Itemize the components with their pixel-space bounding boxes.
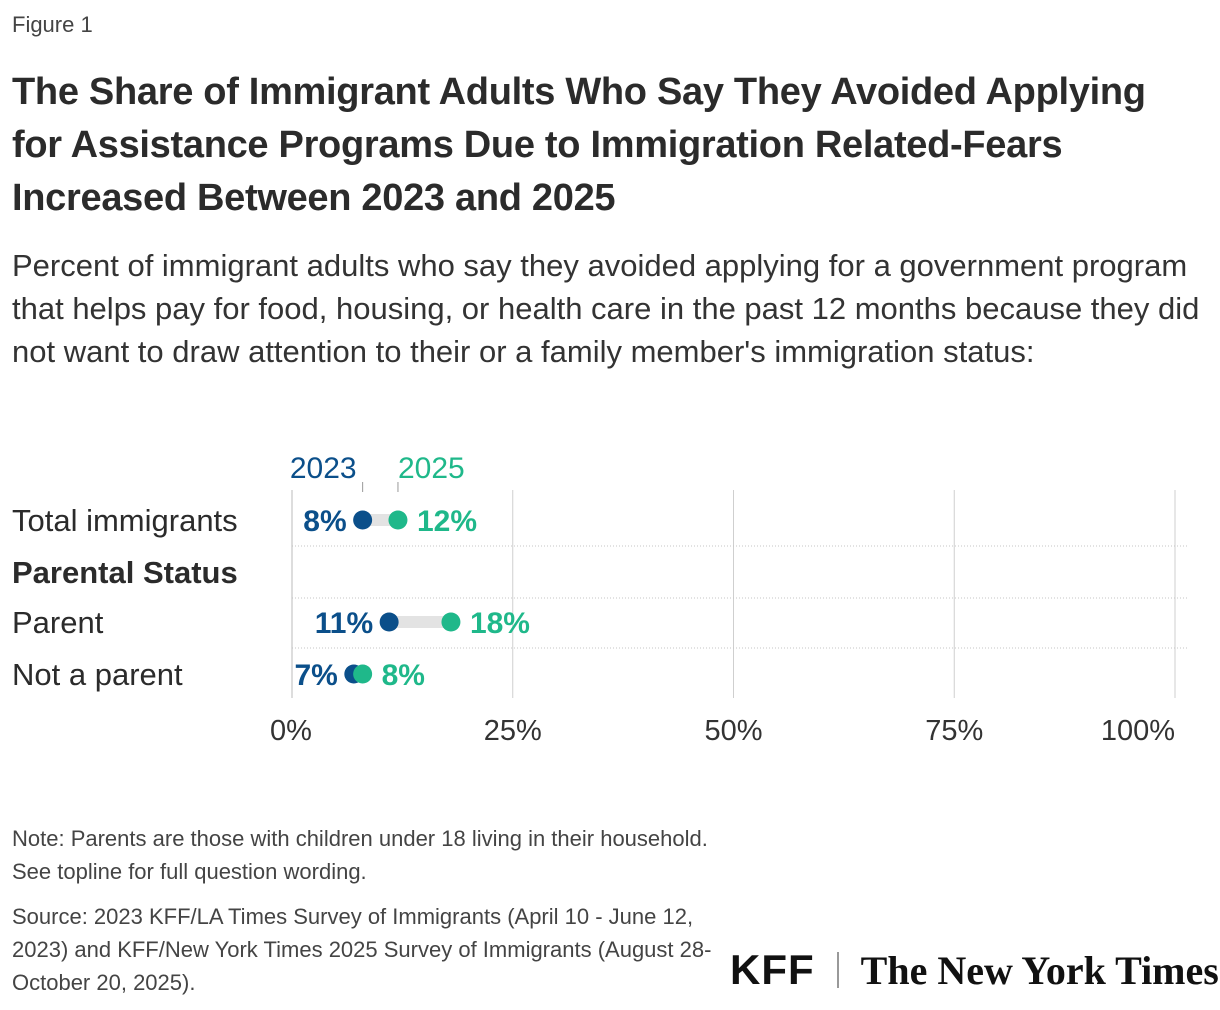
dot-2025 [388,510,408,530]
kff-logo: KFF [730,946,815,993]
data-label-2023: 7% [294,659,337,692]
dot-plot-chart: 0% 25% 50% 75% 100% 2023 2025 Total immigrants 8… [12,452,1187,747]
logo-divider [836,952,839,988]
chart-source: Source: 2023 KFF/LA Times Survey of Immi… [12,904,712,995]
row-label: Not a parent [12,657,183,692]
nyt-logo: The New York Times [860,947,1219,993]
chart-note: Note: Parents are those with children un… [12,826,708,884]
row-label: Parent [12,605,104,640]
x-tick-label: 75% [925,715,983,747]
x-tick-label: 25% [484,715,542,747]
figure-label: Figure 1 [12,12,93,37]
legend-label-2025: 2025 [398,452,465,485]
row-label: Total immigrants [12,503,238,538]
dot-2023 [353,510,373,530]
x-tick-label: 0% [270,715,312,747]
dot-2023 [379,612,399,632]
data-label-2025: 12% [417,505,477,538]
row-group-header: Parental Status [12,555,238,590]
data-label-2023: 11% [315,607,373,640]
chart-title: The Share of Immigrant Adults Who Say Th… [12,71,1146,219]
legend-label-2023: 2023 [290,452,357,485]
x-tick-label: 100% [1101,715,1175,747]
dot-2025 [441,612,461,632]
data-label-2023: 8% [303,505,346,538]
x-tick-label: 50% [704,715,762,747]
data-label-2025: 18% [470,607,530,640]
dot-2025 [353,664,373,684]
logo-bar: KFF The New York Times [730,940,1219,1000]
data-label-2025: 8% [382,659,425,692]
chart-subtitle: Percent of immigrant adults who say they… [12,248,1200,369]
